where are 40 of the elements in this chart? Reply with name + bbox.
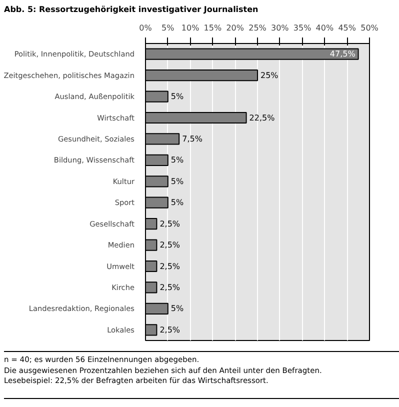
x-tick-label: 45% (338, 24, 356, 32)
data-label: 2,5% (160, 282, 180, 292)
data-label: 5% (170, 304, 184, 314)
bar (146, 260, 158, 272)
data-label: 2,5% (160, 219, 180, 228)
x-tick-label: 20% (226, 24, 244, 32)
x-tick-label: 10% (181, 24, 200, 32)
x-tick-label: 40% (316, 24, 334, 32)
data-label: 2,5% (160, 325, 180, 334)
x-tick-label: 30% (271, 24, 290, 32)
x-tick-label: 0% (139, 24, 152, 32)
data-label: 7,5% (182, 134, 203, 144)
bar (146, 176, 168, 188)
bar (146, 112, 247, 124)
bar (146, 302, 168, 314)
chart-title: Abb. 5: Ressortzugehörigkeit investigativer Journalisten (4, 4, 258, 16)
x-tick-label: 5% (162, 24, 175, 32)
x-tick-label: 25% (248, 24, 267, 32)
bar (146, 90, 168, 102)
bar (146, 133, 180, 145)
bar (146, 239, 158, 251)
data-label: 5% (170, 92, 184, 102)
data-label: 2,5% (160, 240, 180, 250)
data-label: 5% (170, 176, 184, 186)
bar (146, 48, 359, 60)
bar (146, 70, 258, 82)
data-label: 47,5% (330, 50, 356, 59)
data-label: 5% (170, 156, 184, 165)
data-label: 5% (170, 198, 184, 208)
data-label: 25% (260, 70, 279, 80)
data-label: 22,5% (249, 113, 276, 122)
bar (146, 324, 158, 336)
bar (146, 282, 158, 294)
bar (146, 218, 158, 230)
data-label: 2,5% (160, 262, 180, 271)
x-tick-label: 50% (360, 24, 379, 32)
bar (146, 196, 168, 208)
x-tick-label: 35% (293, 24, 312, 32)
x-tick-label: 15% (204, 24, 222, 32)
bar (146, 154, 168, 166)
